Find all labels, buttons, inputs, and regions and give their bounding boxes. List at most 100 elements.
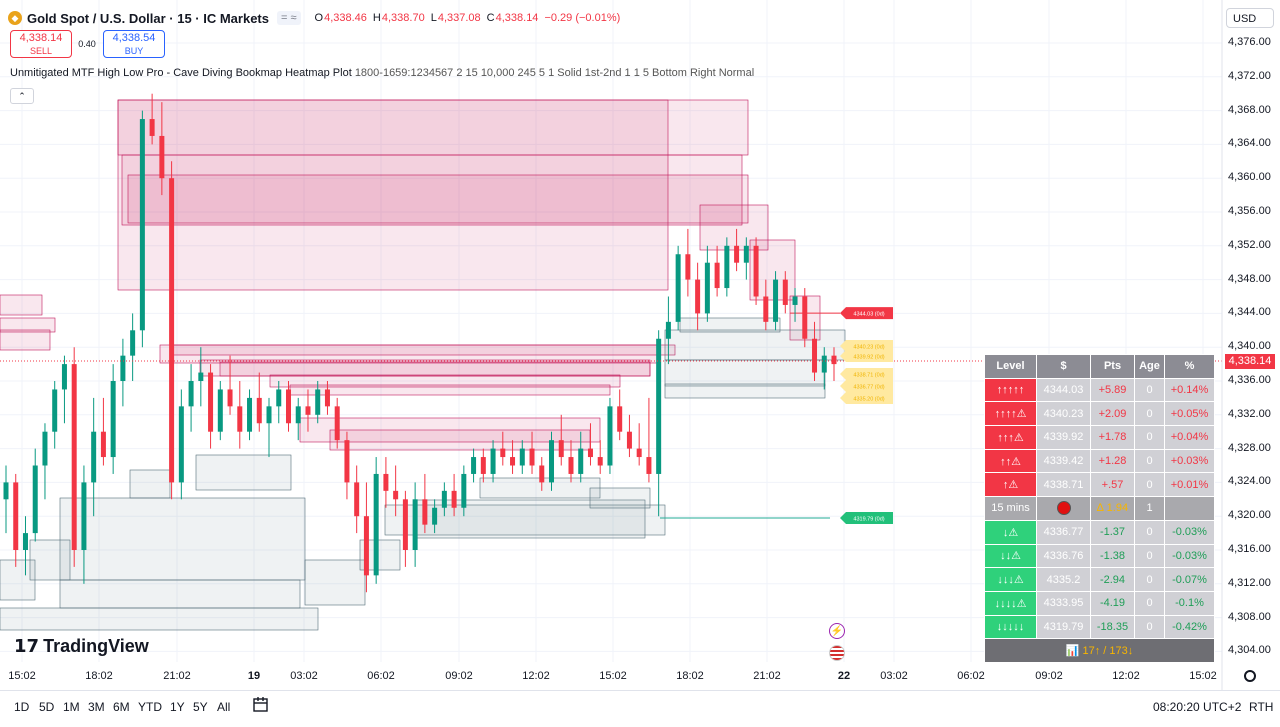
yellow-level-tag-bg — [840, 368, 893, 380]
currency-button[interactable]: USD — [1226, 8, 1274, 28]
level-percent: -0.42% — [1164, 614, 1215, 640]
candle-body — [91, 431, 97, 483]
candle-body — [247, 397, 253, 432]
session-toggle[interactable]: RTH — [1249, 700, 1274, 714]
supply-zone — [117, 99, 749, 156]
tradingview-logo[interactable]: 𝟭𝟳 TradingView — [14, 636, 149, 656]
time-tick-label: 21:02 — [753, 670, 781, 682]
table-header: Level — [984, 354, 1037, 379]
level-price: 4338.71 — [1036, 472, 1091, 498]
candle-body — [743, 245, 749, 263]
demand-zone — [384, 504, 666, 536]
candle-body — [52, 389, 58, 432]
range-button-1y[interactable]: 1Y — [170, 700, 185, 714]
candle-body — [42, 431, 48, 466]
delta-amount: ∆ 1.94 — [1090, 496, 1135, 521]
level-percent: -0.07% — [1164, 567, 1215, 592]
symbol-title[interactable]: Gold Spot / U.S. Dollar · 15 · IC Market… — [27, 10, 269, 26]
flag-icon[interactable] — [829, 645, 845, 661]
candle-body — [227, 389, 233, 407]
data-mode-pill[interactable]: = ≈ — [277, 11, 301, 25]
table-row: ↓↓↓↓⚠ 4333.95 -4.19 0 -0.1% — [984, 590, 1215, 616]
candle-body — [549, 440, 555, 483]
supply-zone — [269, 374, 621, 388]
candle-body — [393, 490, 399, 500]
level-arrows: ↓↓↓↓⚠ — [984, 590, 1037, 616]
level-percent: -0.03% — [1164, 519, 1215, 545]
yellow-level-tag-bg — [840, 392, 893, 404]
price-tick-label: 4,324.00 — [1228, 475, 1271, 488]
candle-body — [792, 296, 798, 305]
candle-body — [675, 254, 681, 322]
level-age: 0 — [1134, 614, 1165, 640]
candle-body — [432, 507, 438, 525]
symbol-header: ◆ Gold Spot / U.S. Dollar · 15 · IC Mark… — [8, 8, 620, 28]
candle-body — [324, 389, 330, 407]
candle-body — [159, 135, 165, 179]
range-button-1d[interactable]: 1D — [14, 700, 30, 714]
gear-icon[interactable] — [1244, 670, 1256, 682]
range-button-1m[interactable]: 1M — [63, 700, 80, 714]
level-table: Level $ Pts Age% ↑↑↑↑↑ 4344.03 +5.89 0 +0.14% ↑↑↑… — [984, 354, 1215, 663]
level-points: +5.89 — [1090, 377, 1135, 403]
level-points: +.57 — [1090, 472, 1135, 498]
supply-zone — [0, 294, 43, 316]
price-tick-label: 4,320.00 — [1228, 509, 1271, 522]
demand-zone — [304, 559, 366, 606]
level-percent: +0.05% — [1164, 401, 1215, 427]
table-row: ↑↑↑⚠ 4339.92 +1.78 0 +0.04% — [984, 425, 1215, 450]
level-percent: +0.01% — [1164, 472, 1215, 498]
candle-body — [13, 482, 19, 550]
buy-label: BUY — [124, 46, 144, 56]
range-button-3m[interactable]: 3M — [88, 700, 105, 714]
candle-body — [178, 406, 184, 483]
time-tick-label: 12:02 — [522, 670, 550, 682]
gold-symbol-icon[interactable]: ◆ — [8, 11, 22, 25]
range-button-all[interactable]: All — [217, 700, 231, 714]
candle-body — [139, 119, 145, 331]
indicator-params: 1800-1659:1234567 2 15 10,000 245 5 1 So… — [354, 67, 755, 79]
sell-button[interactable]: 4,338.14 SELL — [10, 30, 72, 58]
ohlc-open: 4,338.46 — [324, 12, 367, 24]
range-button-5y[interactable]: 5Y — [193, 700, 208, 714]
status-dot-icon — [1056, 501, 1071, 516]
calendar-icon[interactable] — [252, 696, 270, 714]
price-tick-label: 4,376.00 — [1228, 36, 1271, 48]
indicator-name: Unmitigated MTF High Low Pro - Cave Divi… — [10, 67, 352, 79]
price-tick-label: 4,328.00 — [1228, 441, 1271, 454]
candle-body — [704, 262, 710, 314]
candle-body — [188, 381, 194, 407]
candle-body — [490, 448, 496, 474]
price-tick-label: 4,364.00 — [1228, 137, 1271, 150]
indicator-legend[interactable]: Unmitigated MTF High Low Pro - Cave Divi… — [10, 67, 754, 79]
green-level-tag-bg — [840, 511, 893, 524]
demand-zone — [664, 383, 826, 399]
collapse-legend-button[interactable]: ⌃ — [10, 88, 34, 104]
flash-icon[interactable]: ⚡ — [829, 623, 845, 639]
table-row: ↑⚠ 4338.71 +.57 0 +0.01% — [984, 472, 1215, 498]
range-button-6m[interactable]: 6M — [113, 700, 130, 714]
price-tick-label: 4,344.00 — [1228, 306, 1271, 319]
level-points: -18.35 — [1090, 614, 1135, 640]
candle-body — [441, 490, 447, 508]
candle-body — [354, 482, 360, 517]
ohlc-high: 4,338.70 — [381, 12, 425, 24]
buy-button[interactable]: 4,338.54 BUY — [103, 30, 165, 58]
clock[interactable]: 08:20:20 UTC+2 — [1153, 700, 1242, 714]
candle-body — [480, 457, 486, 474]
level-price: 4339.42 — [1036, 448, 1091, 474]
time-tick-label: 18:02 — [676, 670, 704, 682]
time-tick-label: 03:02 — [880, 670, 908, 682]
level-percent: +0.03% — [1164, 448, 1215, 474]
level-price: 4336.76 — [1036, 543, 1091, 569]
level-price: 4319.79 — [1036, 614, 1091, 640]
range-button-ytd[interactable]: YTD — [138, 700, 162, 714]
bottom-toolbar — [0, 690, 1280, 727]
level-age: 0 — [1134, 590, 1165, 616]
price-tick-label: 4,312.00 — [1228, 576, 1271, 589]
range-button-5d[interactable]: 5D — [39, 700, 55, 714]
current-price-label: 4,338.14 — [1225, 354, 1275, 369]
candle-body — [237, 406, 243, 432]
